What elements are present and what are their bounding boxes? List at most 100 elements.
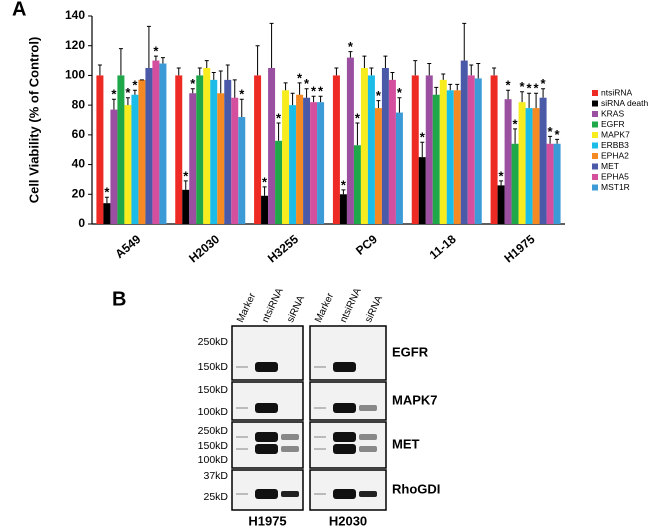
error-bar [276, 122, 281, 141]
band [314, 436, 326, 438]
lane-label: siRNA [285, 294, 307, 325]
lane-label: siRNA [363, 294, 385, 325]
error-bar [255, 45, 260, 76]
error-bar [390, 71, 395, 80]
significance-marker: * [239, 87, 245, 102]
bar [332, 75, 340, 224]
error-bar [534, 92, 539, 109]
y-tick-label: 120 [65, 38, 85, 52]
lane-label: Marker [235, 291, 258, 324]
band [236, 436, 248, 438]
band [255, 444, 278, 454]
error-bar [462, 22, 467, 61]
error-bar [111, 98, 116, 110]
significance-marker: * [548, 124, 554, 139]
bar [388, 79, 396, 224]
significance-marker: * [513, 116, 519, 131]
legend-label: KRAS [601, 108, 624, 118]
bar [353, 145, 361, 224]
significance-marker: * [125, 85, 131, 100]
error-bar [348, 51, 353, 58]
panel-label: A [12, 0, 26, 20]
bar [203, 68, 211, 224]
band [333, 362, 356, 372]
significance-marker: * [520, 79, 526, 94]
legend-swatch [592, 174, 598, 180]
significance-marker: * [420, 130, 426, 145]
y-tick-label: 60 [72, 127, 86, 141]
bar [317, 102, 325, 224]
bar [418, 157, 426, 224]
error-bar [311, 95, 316, 103]
band [255, 362, 278, 372]
legend-swatch [592, 132, 598, 138]
bar [446, 90, 454, 225]
error-bar [455, 83, 460, 91]
lane-label: ntsiRNA [338, 286, 364, 324]
bar [504, 99, 512, 224]
bar [182, 189, 190, 224]
error-bar [448, 83, 453, 91]
significance-marker: * [304, 76, 310, 91]
significance-marker: * [153, 44, 159, 59]
error-bar [541, 88, 546, 98]
significance-marker: * [111, 87, 117, 102]
error-bar [548, 135, 553, 144]
error-bar [427, 63, 432, 76]
error-bar [225, 64, 230, 80]
band [281, 446, 299, 452]
legend-swatch [592, 142, 598, 149]
error-bar [218, 70, 223, 94]
band [359, 491, 377, 497]
error-bar [376, 100, 381, 109]
x-tick-label: H1975 [501, 232, 537, 266]
bar [467, 75, 475, 224]
significance-marker: * [262, 174, 268, 189]
bar [217, 93, 225, 224]
significance-marker: * [104, 185, 110, 200]
error-bar [506, 89, 511, 100]
error-bar [197, 67, 202, 76]
bar [117, 75, 125, 224]
error-bar [304, 88, 309, 98]
error-bar [132, 89, 137, 95]
significance-marker: * [276, 110, 282, 125]
error-bar [262, 186, 267, 196]
bar [539, 97, 547, 224]
error-bar [204, 60, 209, 68]
significance-marker: * [555, 127, 561, 142]
bar [532, 108, 540, 224]
error-bar [118, 48, 123, 76]
y-tick-label: 140 [65, 8, 85, 22]
bar [518, 102, 526, 224]
error-bar [297, 82, 302, 95]
legend-swatch [592, 90, 598, 96]
bar [210, 79, 218, 224]
band [236, 407, 248, 409]
significance-marker: * [348, 39, 354, 54]
size-label: 150kD [198, 384, 229, 396]
bar [145, 68, 153, 224]
x-tick-label: H2030 [186, 232, 222, 266]
significance-marker: * [376, 88, 382, 103]
band [236, 493, 248, 495]
bar [238, 117, 246, 224]
bar [439, 79, 447, 224]
error-bar [146, 25, 151, 68]
bar [460, 60, 468, 225]
bar [224, 79, 232, 224]
band [359, 446, 377, 452]
error-bar [441, 73, 446, 80]
bar [152, 60, 160, 225]
bar [425, 75, 433, 224]
error-bar [369, 67, 374, 76]
y-tick-label: 80 [72, 97, 86, 111]
size-label: 100kD [198, 406, 229, 418]
error-bar [160, 57, 165, 64]
bar [553, 143, 561, 224]
significance-marker: * [318, 84, 324, 99]
error-bar [125, 97, 130, 106]
size-label: 250kD [198, 425, 229, 437]
bar [374, 108, 382, 224]
y-tick-label: 20 [72, 186, 86, 200]
